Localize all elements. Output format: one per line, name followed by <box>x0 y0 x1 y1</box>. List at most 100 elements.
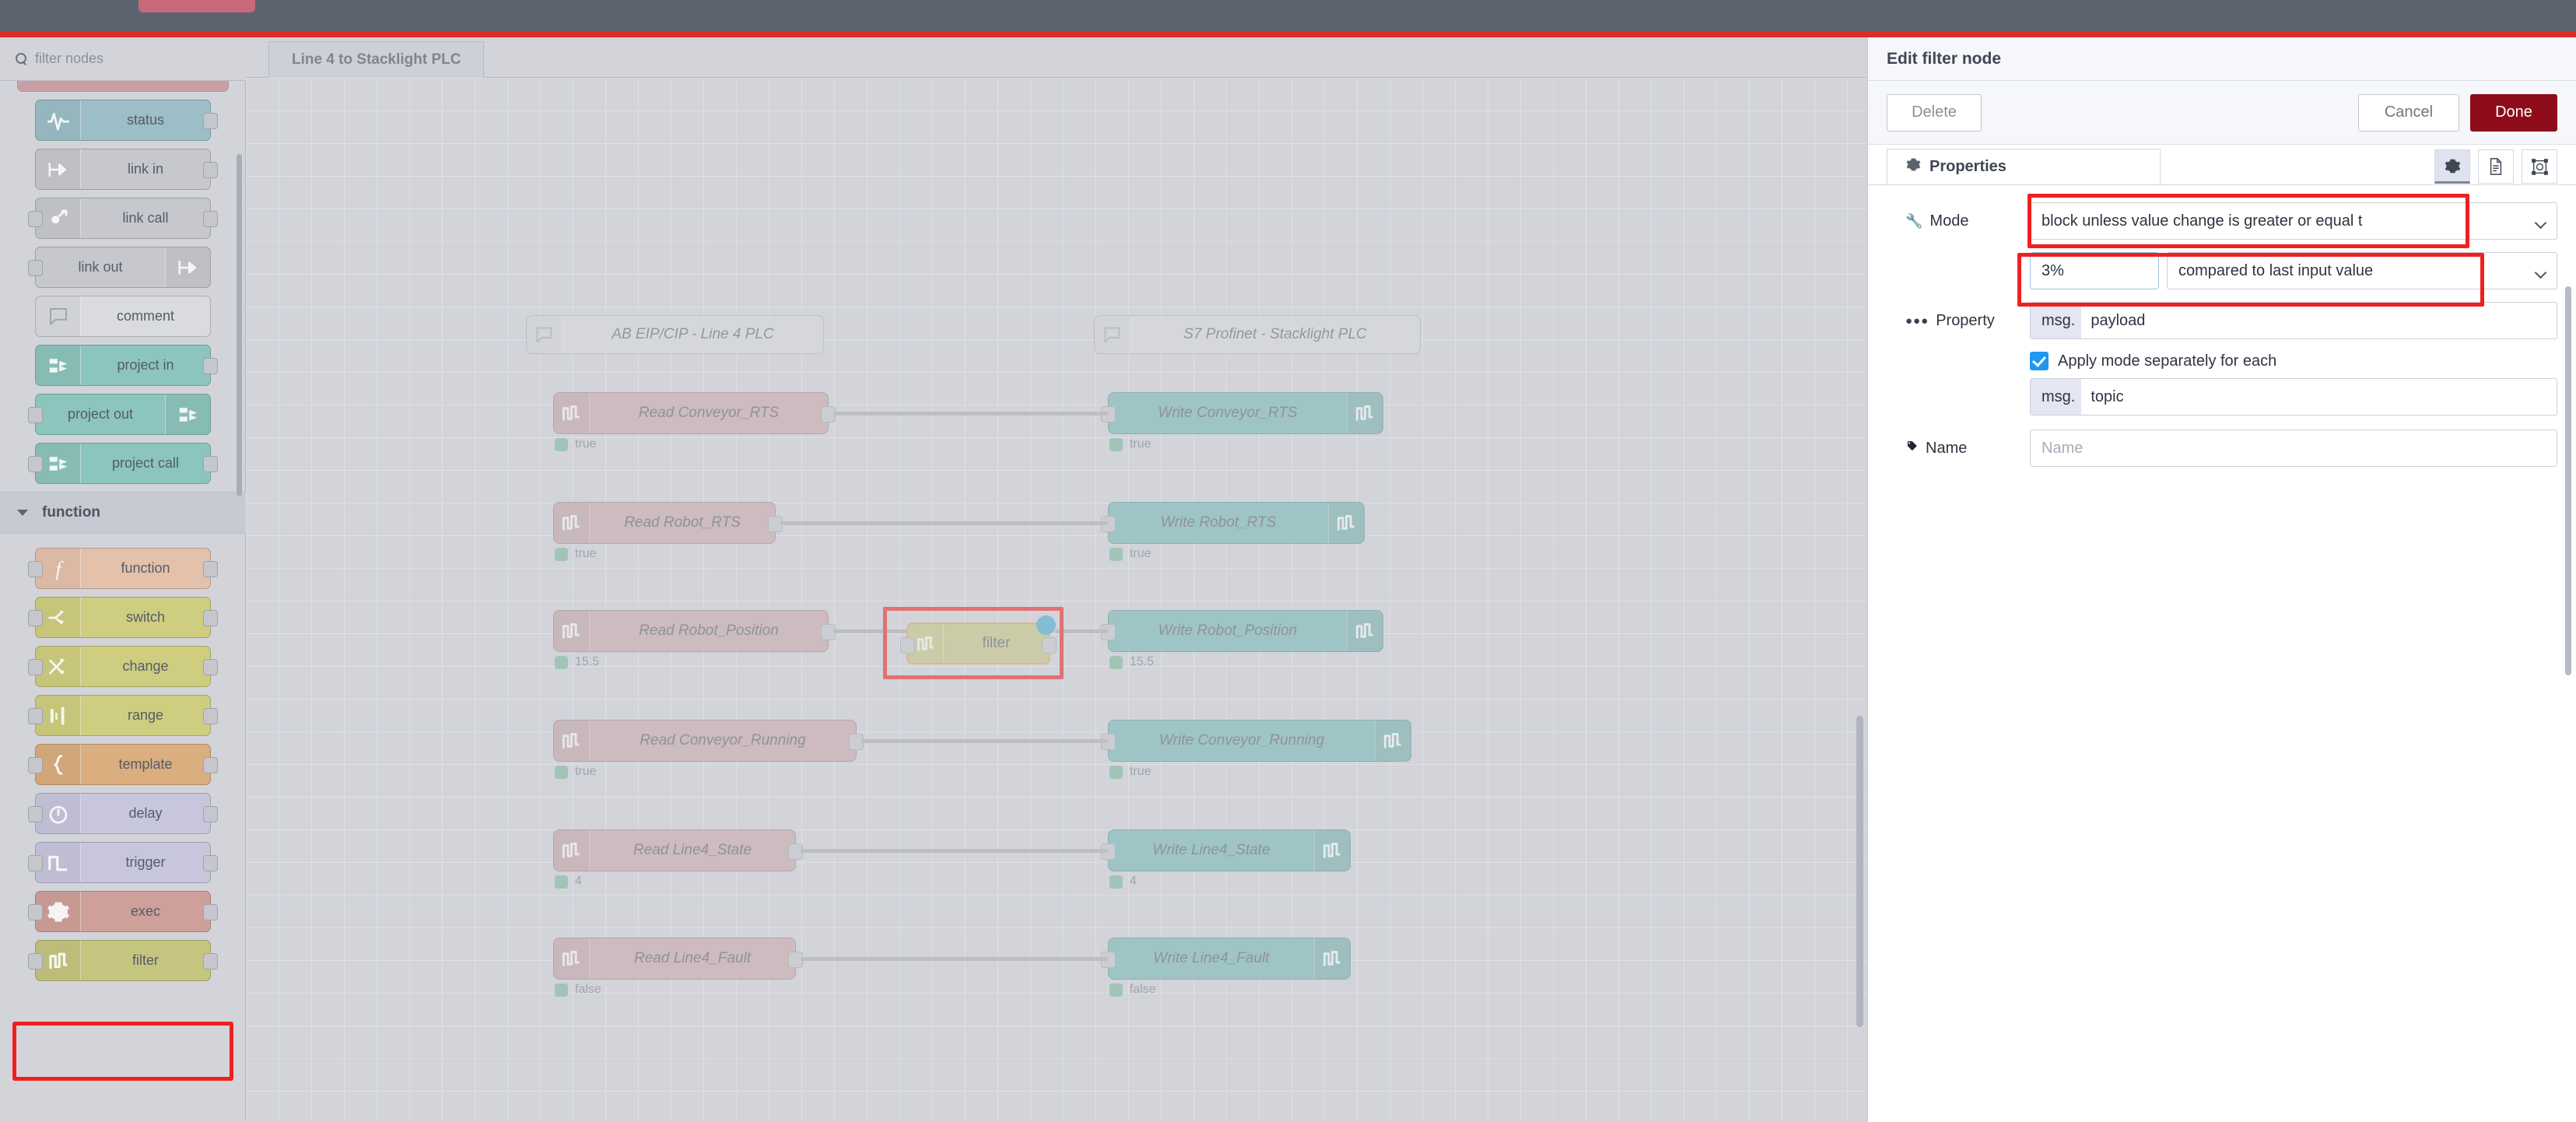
palette-node-port-in[interactable] <box>28 855 43 871</box>
canvas-node-read-3[interactable]: Read Conveyor_Running <box>553 720 864 762</box>
flow-tab-line4[interactable]: Line 4 to Stacklight PLC <box>268 41 485 78</box>
palette-node-port-out[interactable] <box>203 456 218 472</box>
palette-node-port-in[interactable] <box>28 561 43 577</box>
flow-wire[interactable] <box>780 521 1108 525</box>
palette-node-comment[interactable]: comment <box>35 296 211 337</box>
palette-group-header-function[interactable]: function <box>0 492 246 534</box>
palette-node-trigger[interactable]: trigger <box>28 842 218 883</box>
palette-node-project-out[interactable]: project out <box>28 394 211 435</box>
tab-icon-description[interactable] <box>2478 149 2514 184</box>
palette-scrollbar[interactable] <box>237 154 242 496</box>
palette-search-box[interactable]: filter nodes <box>0 37 246 81</box>
name-input-wrap[interactable]: Name <box>2030 430 2557 467</box>
flow-wire[interactable] <box>801 849 1108 853</box>
palette-node-port-out[interactable] <box>203 904 218 920</box>
flow-canvas[interactable]: AB EIP/CIP - Line 4 PLC S7 Profinet - St… <box>246 78 1867 1122</box>
topic-typed-input[interactable]: msg. topic <box>2030 378 2557 415</box>
property-typed-input[interactable]: msg. payload <box>2030 302 2557 339</box>
palette-node-port-out[interactable] <box>203 659 218 675</box>
tab-icon-appearance[interactable] <box>2522 149 2557 184</box>
flow-wire[interactable] <box>833 629 906 633</box>
canvas-node-write-0[interactable]: Write Conveyor_RTS <box>1101 392 1383 434</box>
cancel-button[interactable]: Cancel <box>2358 93 2459 131</box>
palette-node-port-in[interactable] <box>28 456 43 472</box>
browser-tab-stub[interactable] <box>138 0 255 12</box>
canvas-node-write-4[interactable]: Write Line4_State <box>1101 829 1351 871</box>
flow-wire[interactable] <box>801 957 1108 961</box>
palette-node-link-call[interactable]: link call <box>28 198 218 239</box>
palette-node-port-out[interactable] <box>203 162 218 178</box>
palette-node-port-out[interactable] <box>203 953 218 969</box>
palette-node-port-out[interactable] <box>203 610 218 626</box>
canvas-node-write-1[interactable]: Write Robot_RTS <box>1101 502 1365 544</box>
threshold-input[interactable] <box>2030 252 2159 289</box>
topic-value[interactable]: topic <box>2091 387 2124 405</box>
canvas-node-read-0[interactable]: Read Conveyor_RTS <box>553 392 836 434</box>
palette-node-port-in[interactable] <box>28 757 43 773</box>
tab-properties-label: Properties <box>1929 158 2006 175</box>
canvas-node-read-4[interactable]: Read Line4_State <box>553 829 803 871</box>
canvas-node-read-2[interactable]: Read Robot_Position <box>553 610 836 652</box>
panel-scrollbar[interactable] <box>2565 286 2571 675</box>
canvas-node-read-5[interactable]: Read Line4_Fault <box>553 938 803 980</box>
palette-node-filter[interactable]: filter <box>28 940 218 981</box>
node-output-port[interactable] <box>1042 637 1057 654</box>
palette-node-port-in[interactable] <box>28 211 43 227</box>
palette-node-range[interactable]: range <box>28 695 218 736</box>
flow-wire[interactable] <box>1055 629 1108 633</box>
canvas-node-filter[interactable]: filter <box>900 615 1057 664</box>
palette-scroll-region[interactable]: status link in link call link out <box>0 81 246 1122</box>
flow-wire[interactable] <box>861 739 1108 743</box>
name-input-placeholder[interactable]: Name <box>2042 439 2084 457</box>
palette-node-port-in[interactable] <box>28 806 43 822</box>
node-input-port[interactable] <box>900 637 915 654</box>
palette-node-template[interactable]: template <box>28 744 218 785</box>
property-prefix[interactable]: msg. <box>2031 303 2082 338</box>
palette-node-delay[interactable]: delay <box>28 793 218 834</box>
palette-node-port-out[interactable] <box>203 113 218 129</box>
topic-prefix[interactable]: msg. <box>2031 379 2082 415</box>
palette-node-port-out[interactable] <box>203 708 218 724</box>
palette-node-port-in[interactable] <box>28 953 43 969</box>
palette-node-port-out[interactable] <box>203 211 218 227</box>
palette-node-status[interactable]: status <box>35 100 218 141</box>
palette-node-port-out[interactable] <box>203 806 218 822</box>
canvas-node-write-2[interactable]: Write Robot_Position <box>1101 610 1383 652</box>
canvas-comment-right[interactable]: S7 Profinet - Stacklight PLC <box>1094 315 1421 354</box>
palette-search-placeholder: filter nodes <box>35 51 104 66</box>
compare-select[interactable]: compared to last input value <box>2167 252 2557 289</box>
palette-node-port-in[interactable] <box>28 260 43 276</box>
palette-node-port-in[interactable] <box>28 708 43 724</box>
palette-node-change[interactable]: change <box>28 646 218 687</box>
canvas-comment-left[interactable]: AB EIP/CIP - Line 4 PLC <box>526 315 824 354</box>
palette-node-port-out[interactable] <box>203 757 218 773</box>
mode-select[interactable]: block unless value change is greater or … <box>2030 202 2557 240</box>
palette-node-link-out[interactable]: link out <box>28 247 211 288</box>
palette-node-label: link out <box>78 259 123 275</box>
palette-node-port-out[interactable] <box>203 855 218 871</box>
palette-node-port-in[interactable] <box>28 659 43 675</box>
palette-node-exec[interactable]: exec <box>28 891 218 932</box>
palette-node-switch[interactable]: switch <box>28 597 218 638</box>
delete-button[interactable]: Delete <box>1887 93 1982 131</box>
tab-properties[interactable]: Properties <box>1887 149 2161 184</box>
palette-node-project-call[interactable]: project call <box>28 443 218 484</box>
palette-node-function[interactable]: f function <box>28 548 218 589</box>
apply-mode-label[interactable]: Apply mode separately for each <box>2058 352 2277 370</box>
palette-node-port-out[interactable] <box>203 358 218 374</box>
palette-node-port-out[interactable] <box>203 561 218 577</box>
apply-mode-checkbox[interactable] <box>2030 352 2049 370</box>
canvas-scrollbar[interactable] <box>1856 716 1863 1027</box>
property-value[interactable]: payload <box>2091 311 2146 329</box>
canvas-node-read-1[interactable]: Read Robot_RTS <box>553 502 783 544</box>
palette-node-port-in[interactable] <box>28 904 43 920</box>
palette-node-link-in[interactable]: link in <box>35 149 218 190</box>
palette-node-project-in[interactable]: project in <box>35 345 218 386</box>
canvas-node-write-5[interactable]: Write Line4_Fault <box>1101 938 1351 980</box>
flow-wire[interactable] <box>833 412 1108 415</box>
canvas-node-write-3[interactable]: Write Conveyor_Running <box>1101 720 1411 762</box>
palette-node-port-in[interactable] <box>28 407 43 423</box>
done-button[interactable]: Done <box>2470 93 2557 131</box>
tab-icon-properties[interactable] <box>2434 149 2470 184</box>
palette-node-port-in[interactable] <box>28 610 43 626</box>
